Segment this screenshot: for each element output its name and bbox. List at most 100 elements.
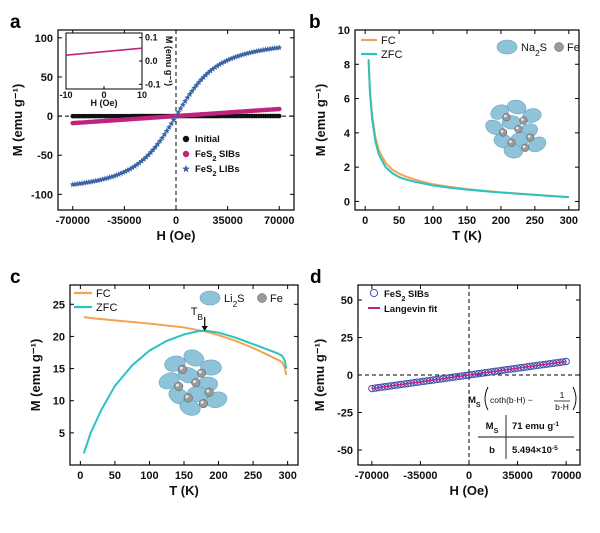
fe-highlight [198, 370, 202, 374]
x-tick-label: -35000 [107, 215, 141, 227]
series-2-point [122, 168, 129, 174]
legend-label-part: FeS [195, 149, 212, 160]
sulfide-particle [200, 359, 222, 376]
x-tick-label: 0 [173, 215, 179, 227]
y-tick-label: 20 [53, 331, 65, 343]
fe-highlight [200, 400, 204, 404]
series-2-point [186, 91, 193, 97]
panel-label: b [309, 12, 321, 33]
legend-label: ZFC [96, 302, 117, 314]
y-tick-label: 8 [344, 59, 350, 71]
series-2-point [166, 124, 173, 130]
series-2-point [177, 105, 184, 112]
x-tick-label: 150 [458, 215, 476, 227]
x-tick-label: -70000 [355, 470, 389, 482]
y-tick-label: 4 [344, 128, 351, 140]
formula-ms-part: M [468, 395, 476, 406]
formula-body-part: coth( [490, 395, 509, 405]
series-ZFC-line [82, 329, 288, 454]
fe-particle [514, 125, 523, 134]
x-tick-label: 200 [209, 470, 227, 482]
x-tick-label: 300 [278, 470, 296, 482]
fe-particle [499, 128, 508, 137]
table-value: 71 emu g-1 [512, 421, 559, 433]
fe-highlight [521, 118, 524, 121]
fe-particle [204, 387, 214, 397]
y-tick-label: 5 [59, 428, 65, 440]
series-2-point [184, 94, 191, 101]
x-tick-label: 70000 [264, 215, 295, 227]
panel-d: -70000 -35000 0 35000 70000 -50 -25 0 25 50 H (Oe)… [310, 267, 581, 498]
y-tick-label: 25 [341, 333, 353, 345]
legend-label: Langevin fit [384, 304, 438, 315]
y-tick-label: 10 [53, 396, 65, 408]
y-tick-label: -25 [337, 408, 353, 420]
fe-particle [519, 116, 528, 125]
series-2-point [145, 151, 152, 158]
y-tick-label: 0 [347, 370, 353, 382]
fe-key-icon [554, 42, 564, 52]
series-2-point [211, 64, 219, 71]
panel-c: 0 50 100 150 200 250 300 5 10 15 20 25 T (K) M (emu g… [10, 267, 299, 498]
table-value-part: -5 [552, 445, 558, 452]
x-tick-label: -35000 [403, 470, 437, 482]
y-tick-label: -50 [37, 150, 53, 162]
y-tick-label: 15 [53, 364, 65, 376]
inset-y-tick-label: -0.1 [145, 79, 161, 89]
y-axis-label: M (emu g⁻¹) [313, 84, 328, 157]
panel-label: a [10, 12, 21, 33]
series-2-point [218, 59, 225, 66]
legend-label-part: 2 [212, 170, 216, 178]
tb-annotation-part: B [197, 313, 203, 322]
x-axis-label: H (Oe) [157, 228, 196, 243]
series-2-point [143, 153, 150, 160]
tb-arrow-head [201, 326, 208, 331]
legend-label: Initial [195, 134, 220, 145]
inset-line [65, 47, 143, 56]
formula-paren-right [572, 386, 577, 411]
sulfide-key-label-part: Li [224, 293, 233, 305]
series-2-point [230, 54, 237, 61]
fe-particle [502, 113, 511, 122]
sulfide-particle [179, 399, 201, 416]
x-axis-label: T (K) [169, 483, 199, 498]
table-value-part: 5.494×10 [512, 445, 552, 456]
series-2-point [131, 163, 138, 169]
x-tick-label: 50 [393, 215, 405, 227]
series-2-point [172, 112, 180, 119]
inset-y-tick-label: 0.1 [145, 33, 158, 43]
series-2-point [140, 156, 147, 162]
y-tick-label: -50 [337, 445, 353, 457]
series-2-point [221, 58, 228, 65]
formula-ms-part: S [476, 401, 481, 409]
fe-highlight [179, 366, 183, 370]
legend-label: FC [381, 35, 396, 47]
fe-particle [177, 364, 188, 374]
fe-key-label: Fe [567, 42, 580, 54]
series-2-point [198, 76, 205, 83]
sulfide-key-label: Na2S [521, 42, 547, 58]
legend-label: FC [96, 288, 111, 300]
x-tick-label: 0 [77, 470, 83, 482]
x-tick-label: 100 [140, 470, 158, 482]
x-tick-label: 150 [175, 470, 193, 482]
inset-x-tick-label: 0 [101, 90, 106, 100]
inset-x-tick-label: -10 [59, 90, 72, 100]
series-2-point [163, 127, 170, 134]
series-2-point [195, 79, 202, 85]
y-tick-label: 0 [47, 111, 53, 123]
series-2-point [117, 170, 124, 177]
fe-particle [183, 393, 193, 403]
series-2-point [179, 101, 186, 108]
series-2-point [113, 172, 120, 178]
x-tick-label: 100 [424, 215, 442, 227]
sulfide-key-label-part: 2 [233, 300, 238, 309]
series-2-point [170, 116, 177, 123]
formula-body: coth(b·H) − [490, 395, 533, 405]
series-2-point [276, 44, 283, 51]
formula-body-part: ) [523, 395, 526, 405]
fe-particle [507, 138, 516, 147]
series-2-point [152, 143, 159, 150]
fe-highlight [185, 395, 189, 399]
x-tick-label: 250 [244, 470, 262, 482]
